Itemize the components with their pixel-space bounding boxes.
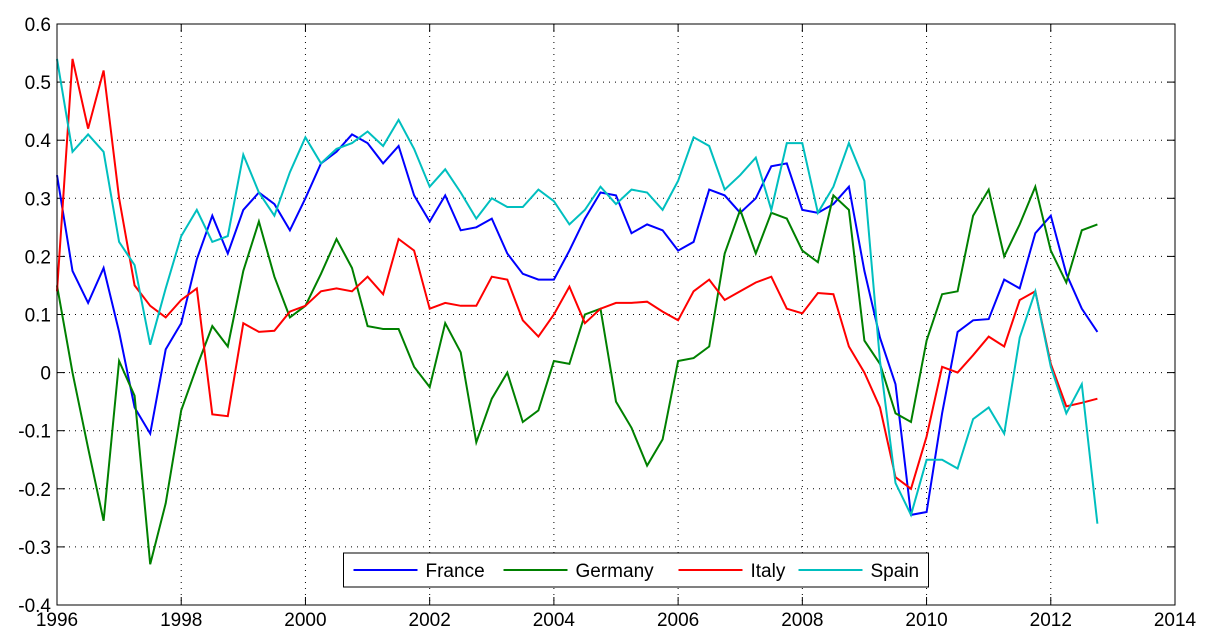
series-line bbox=[56, 58, 1099, 524]
y-tick-label: 0.5 bbox=[25, 73, 51, 94]
y-tick-label: -0.4 bbox=[18, 596, 51, 617]
legend-label: Germany bbox=[576, 561, 655, 582]
y-tick-label: 0.6 bbox=[25, 15, 51, 36]
plot-frame bbox=[56, 23, 1176, 606]
y-tick-label: -0.2 bbox=[18, 480, 51, 501]
y-tick-label: 0.3 bbox=[25, 189, 51, 210]
x-tick-label: 2004 bbox=[533, 610, 576, 631]
series-line bbox=[56, 133, 1099, 517]
x-tick-label: 2010 bbox=[905, 610, 947, 631]
y-tick-label: 0 bbox=[40, 364, 51, 385]
legend-label: Italy bbox=[751, 561, 786, 582]
x-tick-label: 2008 bbox=[781, 610, 823, 631]
series-line bbox=[56, 183, 1098, 565]
series-line bbox=[56, 58, 1098, 491]
y-tick-label: 0.2 bbox=[25, 247, 51, 268]
x-tick-label: 2002 bbox=[409, 610, 451, 631]
legend-label: Spain bbox=[871, 561, 920, 582]
y-tick-label: 0.4 bbox=[25, 131, 52, 152]
x-tick-label: 1998 bbox=[160, 610, 202, 631]
y-tick-label: -0.3 bbox=[18, 538, 51, 559]
x-tick-label: 2012 bbox=[1030, 610, 1072, 631]
x-tick-label: 1996 bbox=[36, 610, 78, 631]
x-tick-label: 2006 bbox=[657, 610, 699, 631]
legend: France Germany Italy Spain bbox=[343, 552, 929, 588]
y-tick-label: -0.1 bbox=[18, 422, 51, 443]
y-tick-label: 0.1 bbox=[25, 306, 51, 327]
x-tick-label: 2000 bbox=[284, 610, 326, 631]
legend-label: France bbox=[426, 561, 485, 582]
x-tick-label: 2014 bbox=[1154, 610, 1197, 631]
